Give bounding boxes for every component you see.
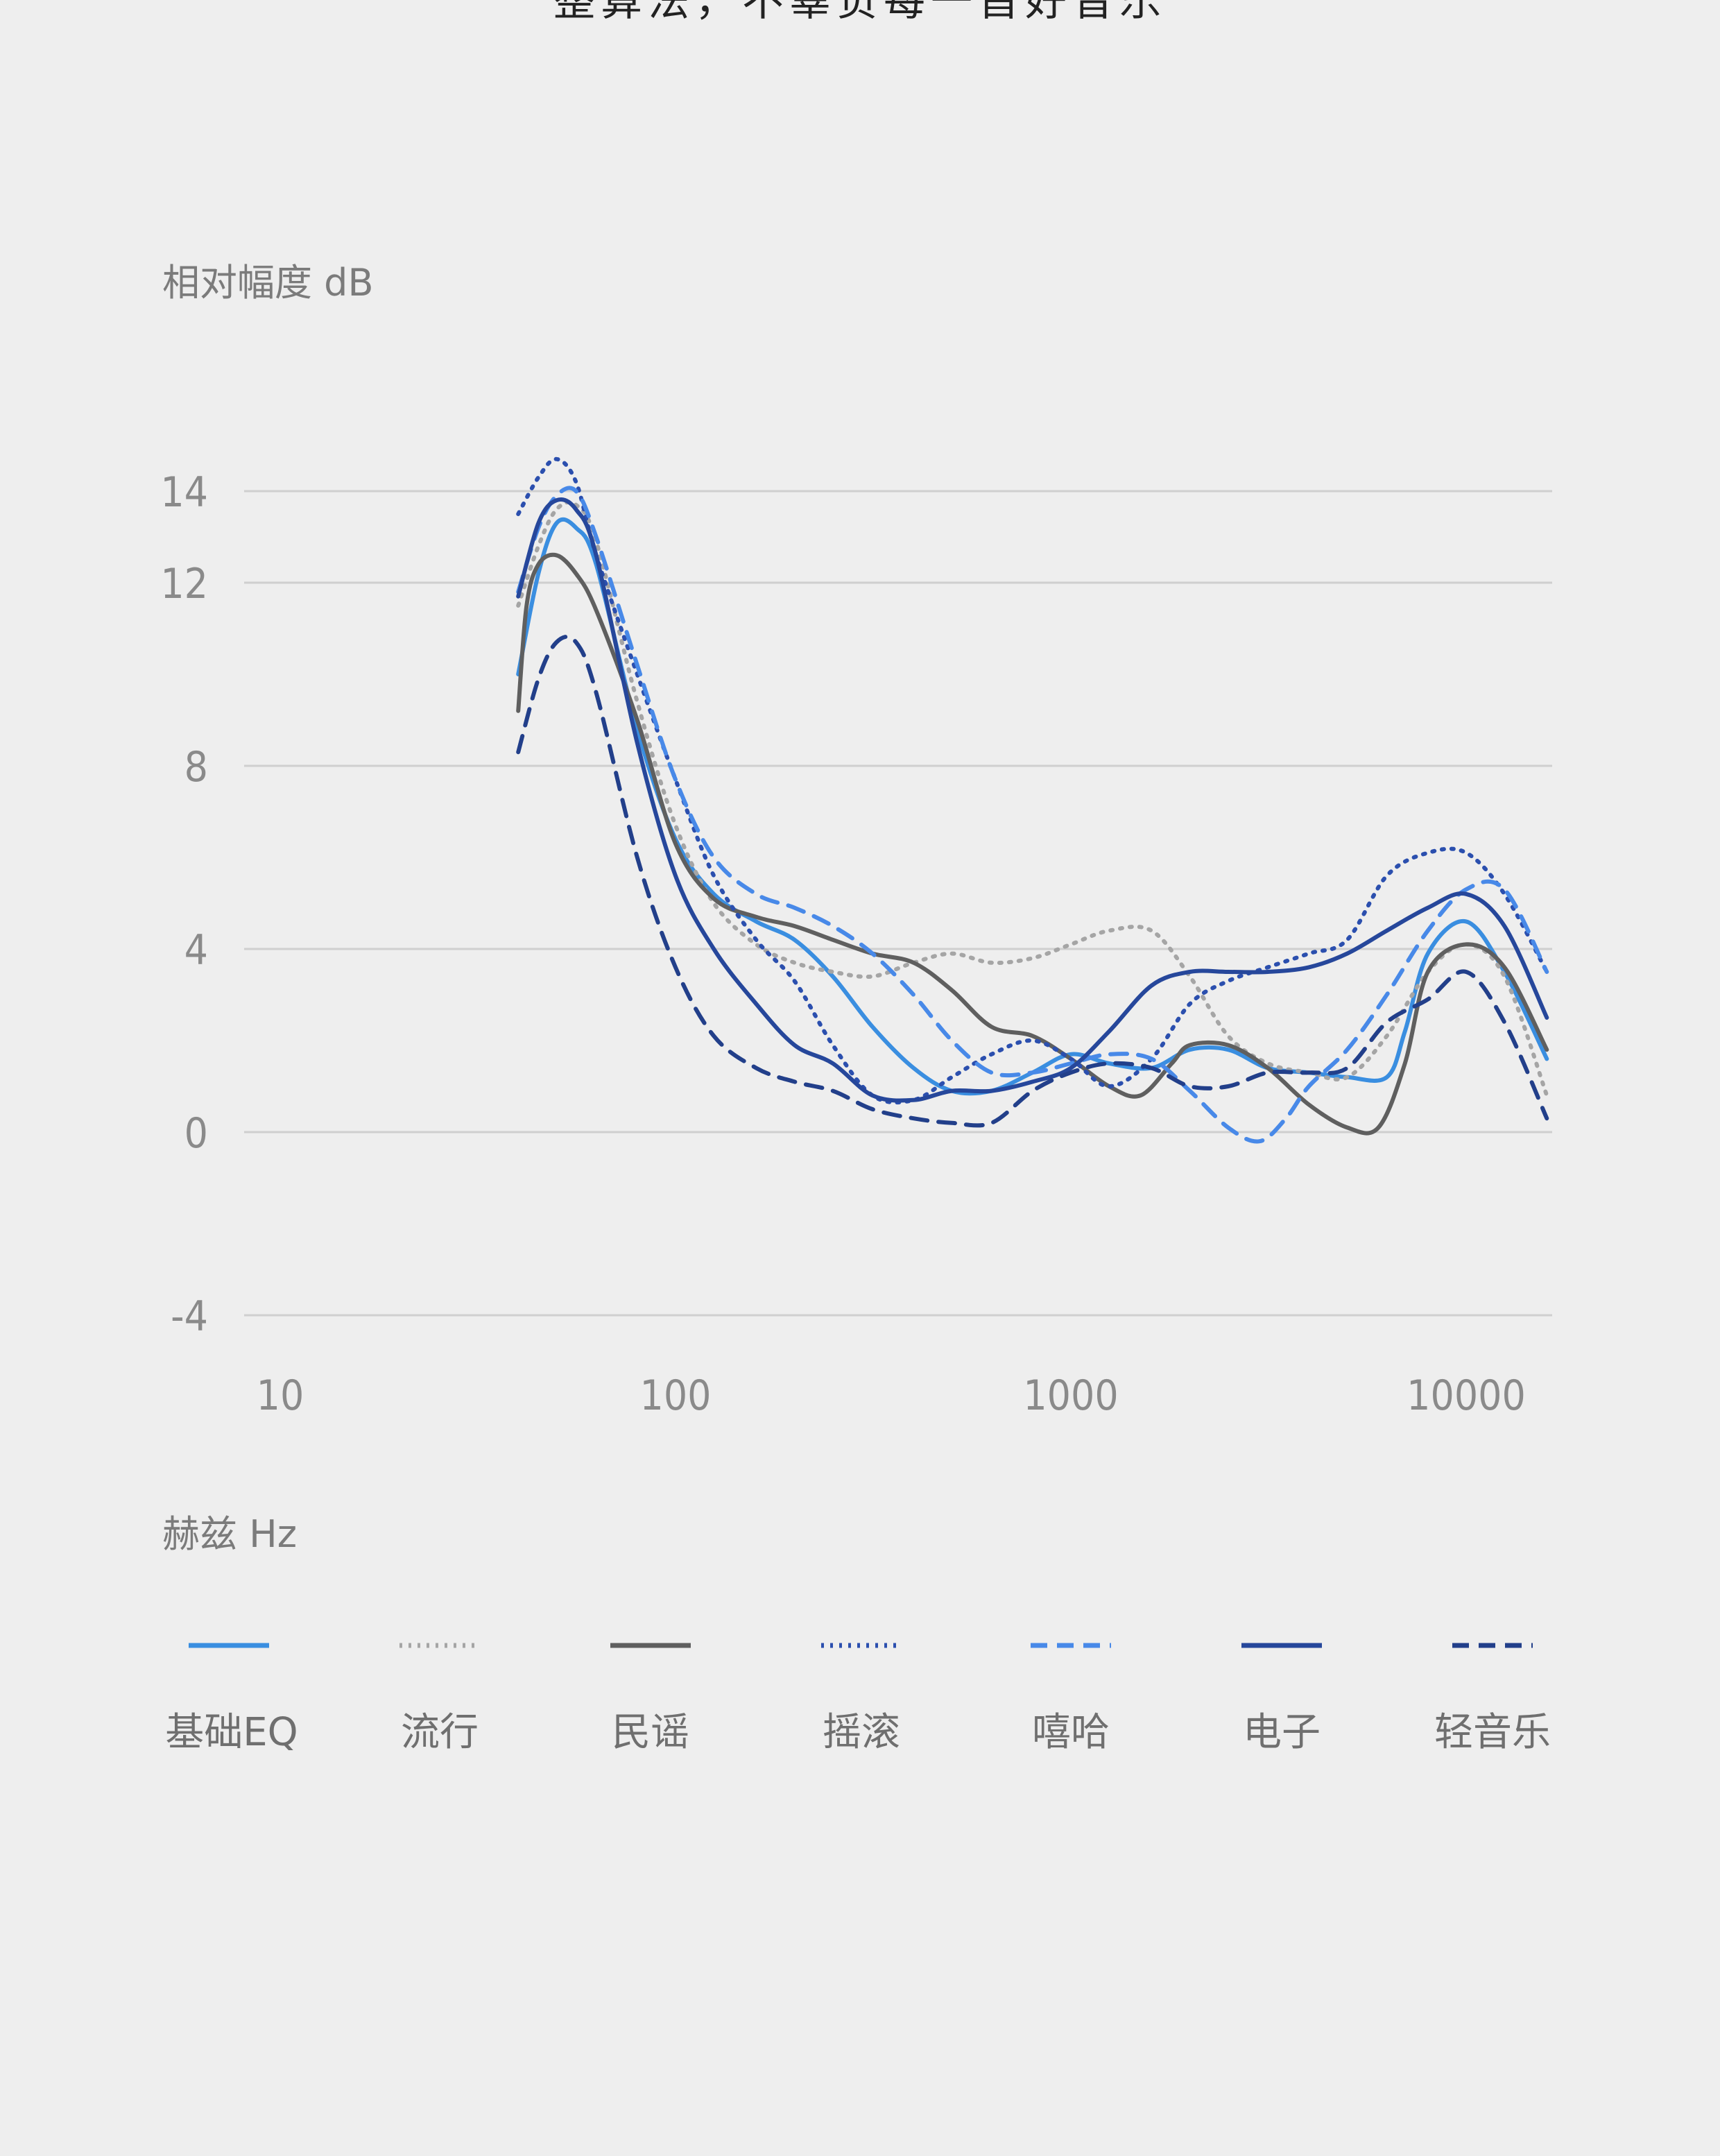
series-line-4 <box>516 456 1549 1105</box>
y-tick-label: -4 <box>171 1292 208 1341</box>
legend-label: 基础EQ <box>165 1710 298 1755</box>
y-tick-label: 8 <box>184 743 208 792</box>
x-tick-label: 1000 <box>1023 1371 1118 1420</box>
legend-label: 摇滚 <box>823 1710 900 1755</box>
series-line-7 <box>516 634 1549 1128</box>
series-line-2 <box>516 499 1549 1098</box>
legend-label: 嘻哈 <box>1032 1710 1110 1755</box>
x-tick-label: 10000 <box>1407 1371 1526 1420</box>
legend-label: 轻音乐 <box>1434 1710 1551 1755</box>
y-tick-label: 0 <box>184 1109 208 1158</box>
series-line-5 <box>516 486 1549 1144</box>
x-tick-label: 100 <box>639 1371 711 1420</box>
page-headline: 整算法，不辜负每一首好音乐 <box>553 0 1167 26</box>
x-axis-title: 赫兹 Hz <box>162 1512 297 1556</box>
y-axis-title: 相对幅度 dB <box>162 261 374 305</box>
legend-label: 民谣 <box>612 1710 689 1755</box>
series-line-6 <box>516 497 1549 1103</box>
series-lines <box>516 456 1549 1144</box>
y-tick-label: 12 <box>160 560 208 608</box>
gridlines <box>244 490 1552 1317</box>
x-tick-labels: 10 100 1000 10000 <box>257 1371 1526 1420</box>
y-tick-label: 14 <box>160 468 208 517</box>
legend-label: 电子 <box>1243 1710 1321 1755</box>
series-line-1 <box>516 517 1549 1096</box>
legend-label: 流行 <box>401 1710 479 1755</box>
y-tick-labels: 14 12 8 4 0 -4 <box>160 468 208 1341</box>
series-line-3 <box>516 552 1549 1136</box>
x-tick-label: 10 <box>257 1371 304 1420</box>
y-tick-label: 4 <box>184 926 208 975</box>
legend: 基础EQ 流行 民谣 摇滚 嘻哈 电子 轻音乐 <box>165 1643 1551 1755</box>
